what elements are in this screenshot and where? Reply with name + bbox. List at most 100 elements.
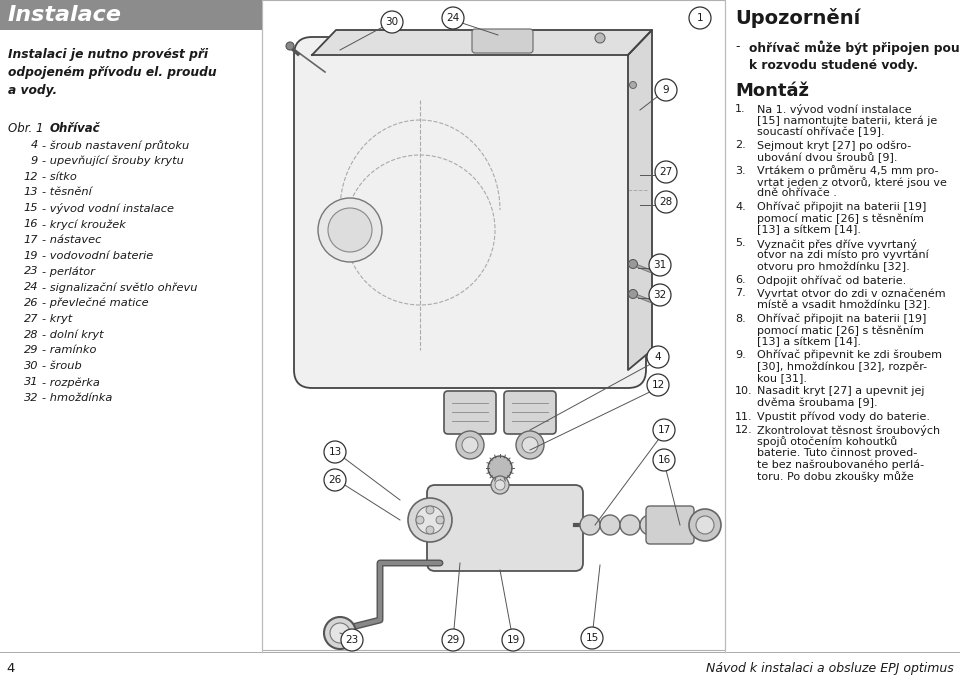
- Circle shape: [696, 516, 714, 534]
- Text: dvěma šroubama [9].: dvěma šroubama [9].: [757, 398, 877, 408]
- Circle shape: [689, 7, 711, 29]
- Text: kou [31].: kou [31].: [757, 373, 807, 383]
- Text: otvoru pro hmoždínku [32].: otvoru pro hmoždínku [32].: [757, 261, 910, 272]
- Polygon shape: [628, 30, 652, 370]
- Text: Instalace: Instalace: [8, 5, 122, 25]
- Text: 2.: 2.: [735, 141, 746, 151]
- Text: 4: 4: [31, 140, 38, 150]
- Circle shape: [620, 515, 640, 535]
- Circle shape: [491, 476, 509, 494]
- FancyBboxPatch shape: [504, 391, 556, 434]
- Text: otvor na zdi místo pro vyvrtání: otvor na zdi místo pro vyvrtání: [757, 250, 928, 261]
- Text: spojů otočením kohoutků: spojů otočením kohoutků: [757, 437, 898, 447]
- Text: 12.: 12.: [735, 425, 753, 435]
- Text: 6.: 6.: [735, 275, 746, 285]
- Text: [13] a sítkem [14].: [13] a sítkem [14].: [757, 225, 861, 236]
- Circle shape: [629, 259, 637, 268]
- Text: 11.: 11.: [735, 411, 753, 422]
- Circle shape: [522, 437, 538, 453]
- Circle shape: [649, 284, 671, 306]
- Text: 1.: 1.: [735, 104, 746, 114]
- FancyBboxPatch shape: [472, 29, 533, 53]
- Text: 30: 30: [23, 361, 38, 371]
- Text: 29: 29: [23, 346, 38, 355]
- Circle shape: [381, 11, 403, 33]
- Text: Ohřívač připevnit ke zdi šroubem: Ohřívač připevnit ke zdi šroubem: [757, 350, 942, 361]
- Circle shape: [318, 198, 382, 262]
- Circle shape: [416, 506, 444, 534]
- Text: Ohřívač připojit na baterii [19]: Ohřívač připojit na baterii [19]: [757, 314, 926, 324]
- Circle shape: [328, 208, 372, 252]
- Circle shape: [462, 437, 478, 453]
- Text: - hmoždínka: - hmoždínka: [42, 392, 112, 403]
- Circle shape: [488, 456, 512, 480]
- Text: vrtat jeden z otvorů, které jsou ve: vrtat jeden z otvorů, které jsou ve: [757, 177, 947, 188]
- Text: [13] a sítkem [14].: [13] a sítkem [14].: [757, 337, 861, 347]
- Text: 26: 26: [23, 298, 38, 308]
- Text: Vyvrtat otvor do zdi v označeném: Vyvrtat otvor do zdi v označeném: [757, 289, 946, 299]
- Circle shape: [647, 346, 669, 368]
- Circle shape: [502, 629, 524, 651]
- Circle shape: [330, 623, 350, 643]
- Text: 23: 23: [23, 266, 38, 276]
- Circle shape: [408, 498, 452, 542]
- Text: Nasadit kryt [27] a upevnit jej: Nasadit kryt [27] a upevnit jej: [757, 386, 924, 397]
- Circle shape: [324, 617, 356, 649]
- Text: - vývod vodní instalace: - vývod vodní instalace: [42, 203, 174, 214]
- Text: 15: 15: [586, 633, 599, 643]
- Text: toru. Po dobu zkoušky může: toru. Po dobu zkoušky může: [757, 471, 914, 482]
- Text: 29: 29: [446, 635, 460, 645]
- Circle shape: [653, 449, 675, 471]
- Circle shape: [580, 515, 600, 535]
- Text: - šroub: - šroub: [42, 361, 82, 371]
- Text: 32: 32: [654, 290, 666, 300]
- Text: ubování dvou šroubů [9].: ubování dvou šroubů [9].: [757, 152, 898, 163]
- Text: - sítko: - sítko: [42, 172, 77, 181]
- Text: 30: 30: [385, 17, 398, 27]
- Text: [15] namontujte baterii, která je: [15] namontujte baterii, která je: [757, 115, 937, 126]
- Circle shape: [653, 419, 675, 441]
- FancyBboxPatch shape: [294, 37, 646, 388]
- Circle shape: [436, 516, 444, 524]
- Text: 17: 17: [23, 235, 38, 245]
- Text: 23: 23: [346, 635, 359, 645]
- Text: 4: 4: [6, 662, 14, 675]
- Text: Návod k instalaci a obsluze EPJ optimus: Návod k instalaci a obsluze EPJ optimus: [707, 662, 954, 675]
- Text: 24: 24: [23, 282, 38, 292]
- Text: - vodovodní baterie: - vodovodní baterie: [42, 251, 154, 261]
- Circle shape: [649, 254, 671, 276]
- Circle shape: [629, 289, 637, 299]
- Text: - šroub nastavení průtoku: - šroub nastavení průtoku: [42, 140, 189, 151]
- Circle shape: [655, 191, 677, 213]
- Text: 9.: 9.: [735, 350, 746, 360]
- Circle shape: [442, 629, 464, 651]
- Circle shape: [426, 506, 434, 514]
- Text: - nástavec: - nástavec: [42, 235, 102, 245]
- Text: - upevňující šrouby krytu: - upevňující šrouby krytu: [42, 155, 184, 166]
- Circle shape: [442, 7, 464, 29]
- Text: 31: 31: [654, 260, 666, 270]
- FancyBboxPatch shape: [427, 485, 583, 571]
- Text: te bez našroubovaného perlá-: te bez našroubovaného perlá-: [757, 460, 924, 470]
- Text: 17: 17: [658, 425, 671, 435]
- Text: 28: 28: [23, 329, 38, 340]
- Circle shape: [456, 431, 484, 459]
- Text: 1: 1: [697, 13, 704, 23]
- Text: 4.: 4.: [735, 202, 746, 212]
- Circle shape: [416, 516, 424, 524]
- Text: 5.: 5.: [735, 238, 746, 249]
- Circle shape: [324, 441, 346, 463]
- Text: 27: 27: [23, 314, 38, 324]
- Circle shape: [341, 629, 363, 651]
- Text: Instalaci je nutno provést při
odpojeném přívodu el. proudu
a vody.: Instalaci je nutno provést při odpojeném…: [8, 48, 217, 97]
- Text: ohřívač může být připojen pouze
k rozvodu studené vody.: ohřívač může být připojen pouze k rozvod…: [749, 40, 960, 71]
- Text: - dolní kryt: - dolní kryt: [42, 329, 104, 340]
- Circle shape: [655, 161, 677, 183]
- Text: pomocí matic [26] s těsněním: pomocí matic [26] s těsněním: [757, 325, 924, 335]
- Circle shape: [647, 374, 669, 396]
- Text: 12: 12: [23, 172, 38, 181]
- Text: - ramínko: - ramínko: [42, 346, 97, 355]
- Circle shape: [655, 79, 677, 101]
- Circle shape: [595, 33, 605, 43]
- Text: místě a vsadit hmoždínku [32].: místě a vsadit hmoždínku [32].: [757, 300, 930, 310]
